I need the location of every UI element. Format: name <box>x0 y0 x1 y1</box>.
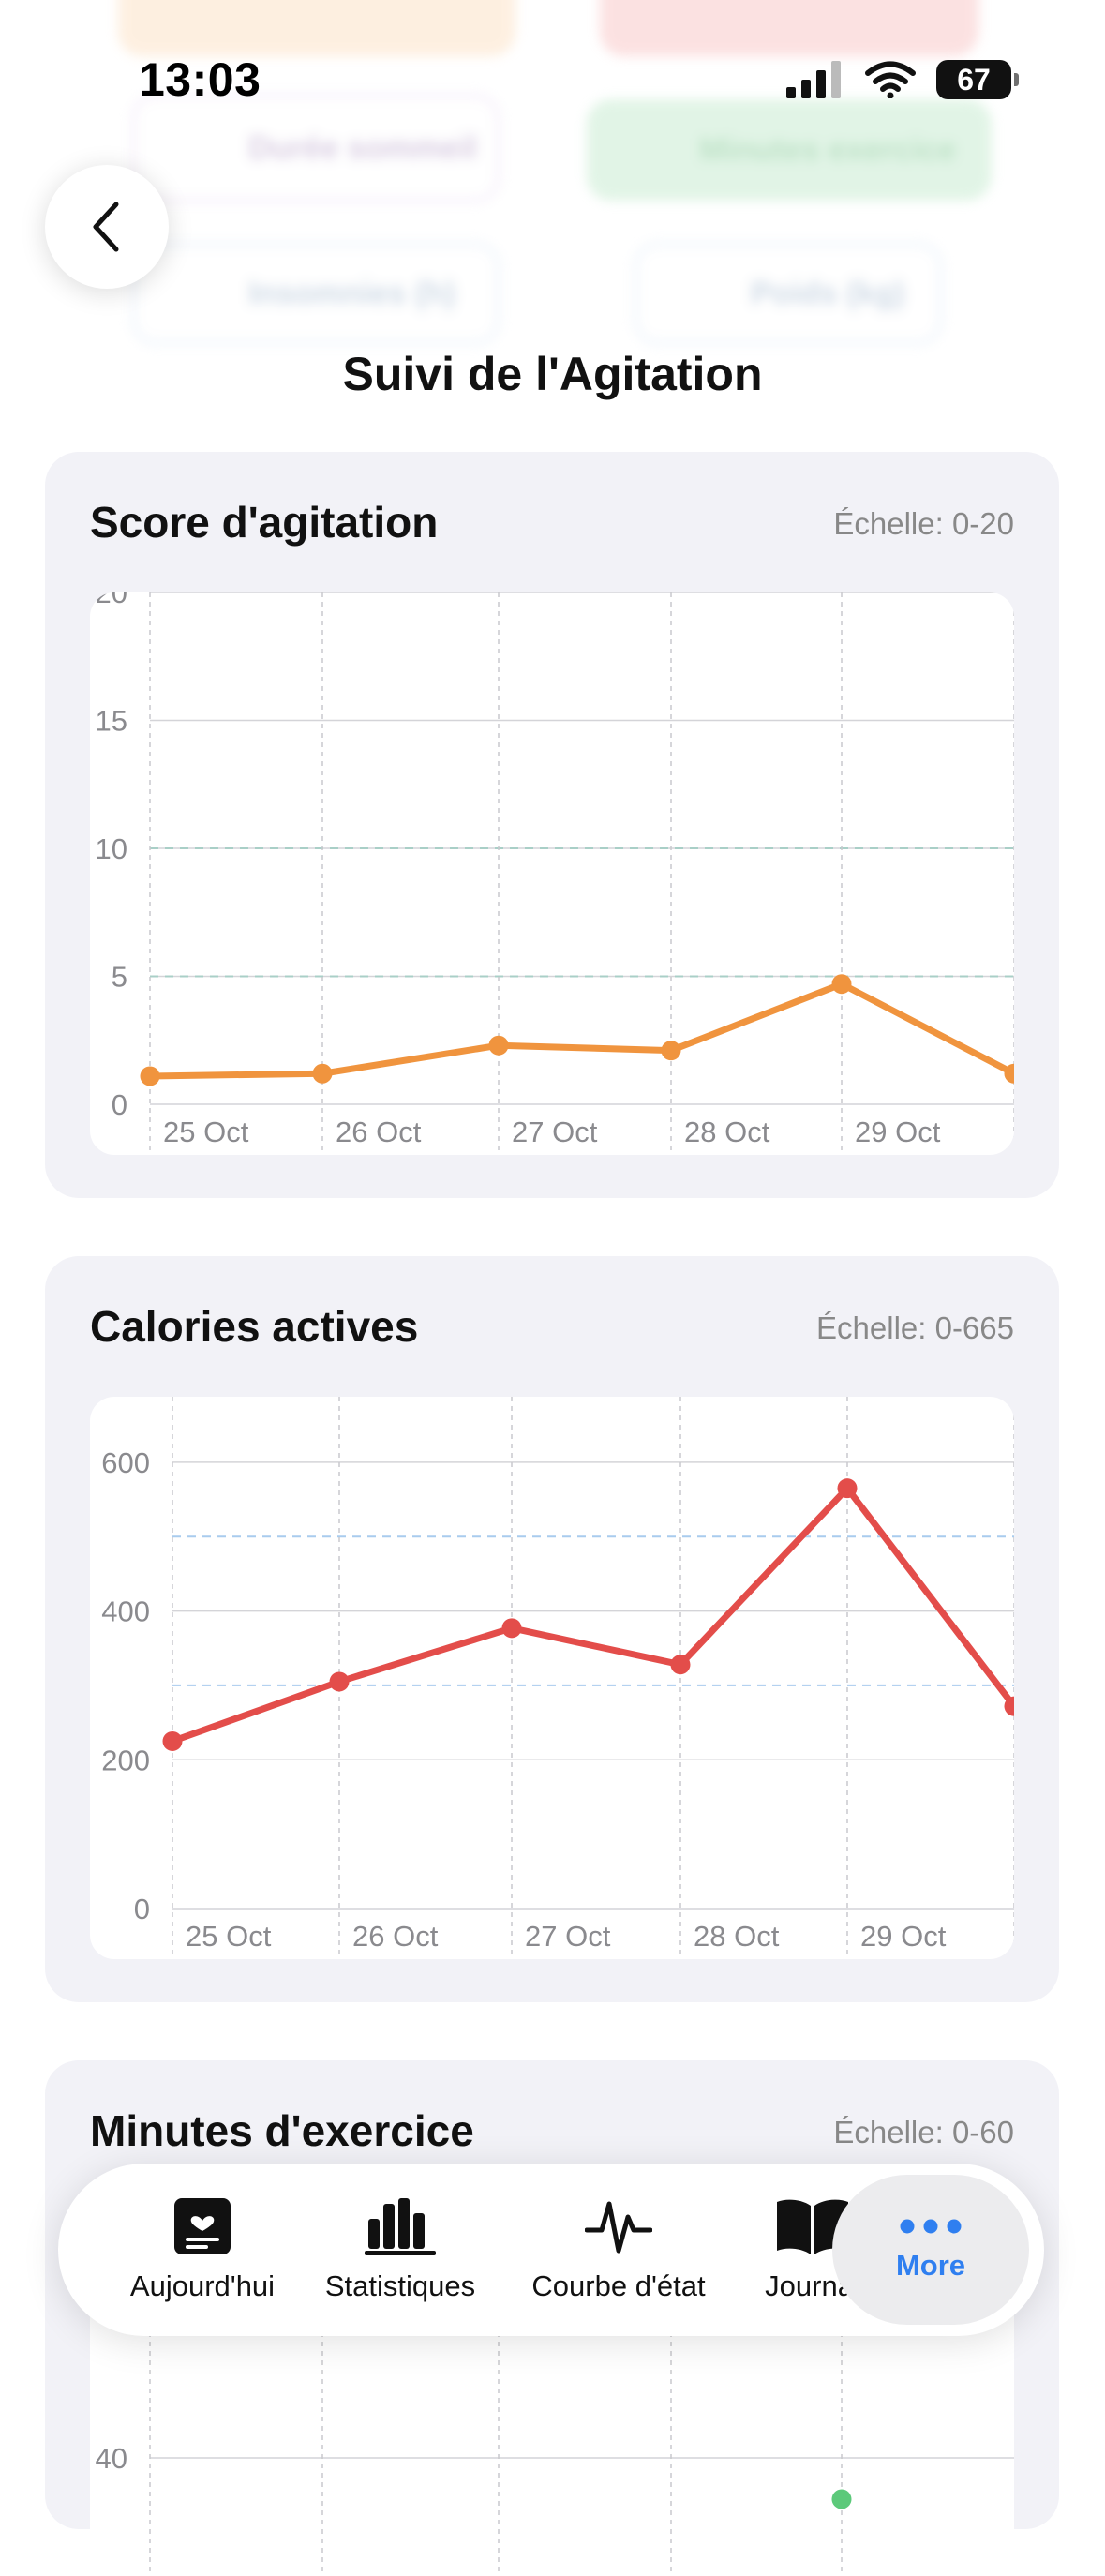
data-point <box>162 1730 183 1751</box>
back-button[interactable] <box>45 165 169 289</box>
active-calories-chart: 0 200 400 600 25 Oct 26 Oct 27 Oct 28 Oct 29 Oct <box>101 1397 1014 1959</box>
data-point <box>831 2489 852 2509</box>
tab-state-curve[interactable]: Courbe d'état <box>499 2164 739 2336</box>
ghost-shortcut-orange <box>118 0 515 56</box>
ghost-shortcut-insomnia: Insomnies (h) <box>131 242 500 345</box>
y-tick-label: 200 <box>101 1744 150 1776</box>
x-tick-label: 26 Oct <box>336 1116 422 1148</box>
data-point <box>837 1478 858 1499</box>
ghost-shortcut-weight: Poids (kg) <box>634 242 943 345</box>
tab-label: Courbe d'état <box>531 2269 706 2302</box>
data-point <box>501 1618 522 1639</box>
x-tick-label: 26 Oct <box>352 1920 439 1953</box>
waveform-icon <box>585 2201 652 2254</box>
tab-label: Aujourd'hui <box>129 2269 276 2302</box>
x-tick-label: 25 Oct <box>163 1116 249 1148</box>
card-scale: Échelle: 0-665 <box>816 1310 1014 1345</box>
data-point <box>670 1655 691 1675</box>
ellipsis-icon <box>900 2219 962 2234</box>
chart-container: 0 200 400 600 25 Oct 26 Oct 27 Oct 28 Oct 29 Oct <box>90 1397 1014 1959</box>
status-time: 13:03 <box>139 53 261 106</box>
active-calories-card: Calories actives Échelle: 0-665 0 200 400 6… <box>45 1256 1059 2002</box>
y-tick-label: 15 <box>96 705 127 738</box>
tab-more[interactable]: More <box>832 2175 1029 2325</box>
tab-statistics[interactable]: Statistiques <box>309 2164 491 2336</box>
x-tick-label: 29 Oct <box>860 1920 947 1953</box>
ghost-shortcut-red <box>600 0 978 56</box>
bar-chart-icon <box>365 2198 436 2255</box>
y-tick-label: 40 <box>96 2442 127 2475</box>
tab-label: More <box>895 2249 966 2282</box>
y-tick-label: 600 <box>101 1446 150 1479</box>
tab-label: Statistiques <box>324 2269 476 2302</box>
y-tick-label: 5 <box>112 961 127 994</box>
y-tick-label: 0 <box>134 1893 150 1925</box>
series-line <box>146 981 1014 1080</box>
battery-icon: 67 <box>936 60 1019 99</box>
card-scale: Échelle: 0-20 <box>833 506 1014 541</box>
y-tick-label: 10 <box>96 832 127 865</box>
x-tick-label: 28 Oct <box>684 1116 770 1148</box>
status-icons: 67 <box>784 60 1019 99</box>
data-point <box>329 1671 350 1692</box>
battery-level: 67 <box>957 62 991 97</box>
data-point <box>488 1035 509 1056</box>
card-scale: Échelle: 0-60 <box>833 2115 1014 2149</box>
background-shortcuts: Durée sommeil Minutes exercice Insomnies… <box>0 0 1105 394</box>
chart-container: 0 5 10 15 20 25 Oct 26 Oct 27 Oct 28 Oct 29 Oct <box>90 592 1014 1155</box>
ghost-shortcut-exercise: Minutes exercice <box>587 99 992 201</box>
status-bar: 13:03 67 <box>0 0 1105 141</box>
data-point <box>831 974 852 995</box>
x-tick-label: 28 Oct <box>694 1920 780 1953</box>
cellular-signal-icon <box>786 61 841 98</box>
x-tick-label: 27 Oct <box>512 1116 598 1148</box>
card-title: Minutes d'exercice <box>90 2106 474 2155</box>
y-tick-label: 400 <box>101 1595 150 1628</box>
page-title: Suivi de l'Agitation <box>342 348 763 400</box>
chevron-left-icon <box>93 202 119 252</box>
series-line <box>169 1485 1014 1745</box>
y-tick-label: 0 <box>112 1088 127 1121</box>
data-point <box>140 1066 160 1086</box>
card-title: Score d'agitation <box>90 498 439 547</box>
y-tick-label: 20 <box>96 592 127 609</box>
x-tick-label: 25 Oct <box>186 1920 272 1953</box>
ghost-shortcut-sleep: Durée sommeil <box>131 94 500 202</box>
wifi-icon <box>865 61 916 98</box>
tab-today[interactable]: Aujourd'hui <box>107 2164 298 2336</box>
x-tick-label: 27 Oct <box>525 1920 611 1953</box>
card-title: Calories actives <box>90 1302 419 1351</box>
agitation-score-card: Score d'agitation Échelle: 0-20 0 5 10 15 20… <box>45 452 1059 1198</box>
tab-bar: Aujourd'hui Statistiques Courbe d'état J… <box>58 2164 1044 2336</box>
data-point <box>1004 1063 1014 1084</box>
data-point <box>312 1063 333 1084</box>
data-point <box>661 1041 681 1061</box>
agitation-score-chart: 0 5 10 15 20 25 Oct 26 Oct 27 Oct 28 Oct 29 Oct <box>96 592 1014 1155</box>
today-card-icon <box>174 2198 231 2254</box>
data-point <box>1004 1696 1014 1716</box>
x-tick-label: 29 Oct <box>855 1116 941 1148</box>
